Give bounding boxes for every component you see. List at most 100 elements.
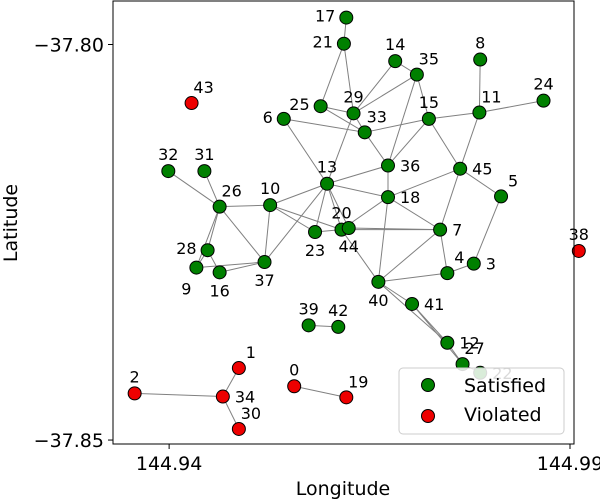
node-label-44: 44 bbox=[339, 237, 359, 256]
node-label-27: 27 bbox=[464, 339, 484, 358]
node-label-17: 17 bbox=[315, 7, 335, 26]
node-16-satisfied bbox=[212, 265, 227, 280]
node-label-0: 0 bbox=[289, 360, 299, 379]
edge-34-2 bbox=[134, 392, 223, 398]
node-label-3: 3 bbox=[486, 255, 496, 274]
node-28-satisfied bbox=[200, 243, 215, 258]
edge-45-18 bbox=[387, 168, 461, 198]
node-26-satisfied bbox=[212, 199, 227, 214]
node-label-1: 1 bbox=[246, 343, 256, 362]
x-axis-label: Longitude bbox=[296, 478, 391, 500]
edge-40-12 bbox=[378, 281, 448, 344]
edge-11-24 bbox=[479, 100, 544, 114]
edge-18-40 bbox=[377, 197, 389, 282]
node-label-8: 8 bbox=[475, 34, 485, 53]
node-9-satisfied bbox=[189, 260, 204, 275]
edge-13-20 bbox=[326, 183, 342, 230]
node-44-satisfied bbox=[341, 221, 356, 236]
node-label-28: 28 bbox=[176, 239, 196, 258]
node-19-violated bbox=[339, 390, 354, 405]
node-7-satisfied bbox=[433, 222, 448, 237]
node-label-39: 39 bbox=[298, 299, 318, 318]
ticks-layer: 144.94 144.99 −37.80 −37.85 bbox=[34, 35, 600, 475]
node-45-satisfied bbox=[453, 161, 468, 176]
node-label-38: 38 bbox=[569, 225, 589, 244]
node-label-4: 4 bbox=[454, 248, 464, 267]
node-label-41: 41 bbox=[424, 295, 444, 314]
edge-10-23 bbox=[269, 204, 316, 233]
node-label-16: 16 bbox=[209, 281, 229, 300]
node-label-25: 25 bbox=[289, 95, 309, 114]
edge-35-36 bbox=[387, 74, 418, 166]
edge-15-11 bbox=[428, 112, 480, 120]
edge-13-29 bbox=[326, 113, 354, 184]
edge-35-15 bbox=[416, 74, 430, 120]
edge-26-37 bbox=[219, 206, 265, 263]
labels-layer: 0123456789101112131415161718192021222324… bbox=[130, 7, 589, 423]
edge-13-23 bbox=[314, 183, 328, 233]
edge-7-40 bbox=[378, 229, 441, 283]
node-37-satisfied bbox=[257, 255, 272, 270]
node-label-6: 6 bbox=[263, 108, 273, 127]
edge-11-8 bbox=[478, 59, 481, 113]
node-38-violated bbox=[571, 243, 586, 258]
points-layer bbox=[127, 10, 586, 436]
edge-0-19 bbox=[294, 385, 347, 398]
node-label-20: 20 bbox=[331, 204, 351, 223]
node-0-violated bbox=[287, 379, 302, 394]
node-label-18: 18 bbox=[400, 188, 420, 207]
node-14-satisfied bbox=[388, 54, 403, 69]
node-42-satisfied bbox=[331, 319, 346, 334]
node-32-satisfied bbox=[161, 164, 176, 179]
node-13-satisfied bbox=[320, 176, 335, 191]
node-label-7: 7 bbox=[452, 221, 462, 240]
edge-45-5 bbox=[459, 168, 502, 197]
node-12-satisfied bbox=[440, 335, 455, 350]
edge-9-37 bbox=[196, 261, 265, 269]
node-31-satisfied bbox=[197, 164, 212, 179]
edge-21-25 bbox=[320, 43, 345, 107]
node-29-satisfied bbox=[346, 106, 361, 121]
legend-label-satisfied: Satisfied bbox=[464, 375, 546, 397]
node-label-37: 37 bbox=[254, 271, 274, 290]
node-1-violated bbox=[231, 361, 246, 376]
node-18-satisfied bbox=[380, 190, 395, 205]
edge-26-9 bbox=[195, 206, 221, 268]
node-6-satisfied bbox=[276, 111, 291, 126]
node-label-34: 34 bbox=[235, 388, 255, 407]
edge-13-10 bbox=[269, 183, 328, 206]
node-24-satisfied bbox=[536, 93, 551, 108]
node-3-satisfied bbox=[466, 256, 481, 271]
node-label-30: 30 bbox=[241, 404, 261, 423]
node-41-satisfied bbox=[405, 296, 420, 311]
edge-6-13 bbox=[283, 118, 328, 185]
node-label-21: 21 bbox=[313, 33, 333, 52]
node-label-24: 24 bbox=[533, 75, 553, 94]
node-35-satisfied bbox=[409, 67, 424, 82]
y-tick-label: −37.80 bbox=[34, 35, 104, 57]
edge-10-26 bbox=[219, 204, 271, 208]
edge-35-29 bbox=[353, 74, 418, 114]
edge-15-45 bbox=[428, 118, 461, 169]
node-label-42: 42 bbox=[328, 301, 348, 320]
node-label-12: 12 bbox=[459, 334, 479, 353]
edge-13-44 bbox=[326, 183, 350, 229]
legend-label-violated: Violated bbox=[464, 404, 542, 426]
legend-marker-violated bbox=[421, 409, 435, 423]
edge-14-29 bbox=[353, 60, 396, 114]
node-21-satisfied bbox=[336, 36, 351, 51]
node-label-29: 29 bbox=[343, 87, 363, 106]
node-5-satisfied bbox=[494, 189, 509, 204]
edges-layer bbox=[134, 17, 544, 430]
edge-4-40 bbox=[378, 272, 448, 283]
node-label-15: 15 bbox=[419, 93, 439, 112]
y-tick-label: −37.85 bbox=[34, 430, 104, 452]
legend: Satisfied Violated bbox=[398, 367, 565, 435]
node-label-19: 19 bbox=[348, 372, 368, 391]
node-label-5: 5 bbox=[508, 171, 518, 190]
node-34-violated bbox=[215, 389, 230, 404]
edge-13-36 bbox=[326, 165, 389, 185]
node-30-violated bbox=[231, 421, 246, 436]
node-label-43: 43 bbox=[193, 78, 213, 97]
